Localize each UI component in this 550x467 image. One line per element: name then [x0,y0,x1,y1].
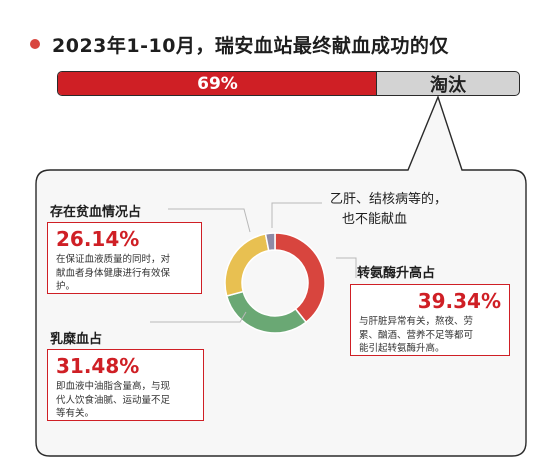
alt-desc-line: 累、酗酒、营养不足等都可 [359,329,474,341]
anemia-desc: 在保证血液质量的同时，对 献血者身体健康进行有效保 护。 [56,253,193,294]
anemia-desc-line: 献血者身体健康进行有效保 [56,267,171,279]
chyle-desc: 即血液中油脂含量高，与现 代人饮食油腻、运动量不足 等有关。 [56,380,195,421]
success-percentage-label: 69% [197,73,238,94]
chyle-desc-line: 代人饮食油腻、运动量不足 [56,394,171,406]
title-row: 2023年1-10月，瑞安血站最终献血成功的仅 [30,28,449,60]
success-progress-bar: 69% 淘汰 [57,71,520,96]
other-note-line: 乙肝、结核病等的， [330,192,448,207]
anemia-desc-line: 护。 [56,281,76,292]
leader-line-chyle [150,311,247,323]
bullet-dot-icon [30,39,40,49]
chyle-desc-line: 即血液中油脂含量高，与现 [56,381,171,392]
anemia-value: 26.14% [56,227,140,251]
leader-line-other [271,202,322,228]
success-progress-fill [58,72,377,95]
eliminated-label: 淘汰 [430,74,466,96]
alt-value: 39.34% [417,289,501,313]
other-note-line: 也不能献血 [342,212,408,227]
leader-lines [150,202,357,323]
page-title: 2023年1-10月，瑞安血站最终献血成功的仅 [52,34,449,57]
alt-desc: 与肝脏异常有关，熬夜、劳 累、酗酒、营养不足等都可 能引起转氨酶升高。 [359,315,501,356]
donut-chart [224,232,326,334]
anemia-card: 26.14% 在保证血液质量的同时，对 献血者身体健康进行有效保 护。 [47,222,202,294]
chyle-card: 31.48% 即血液中油脂含量高，与现 代人饮食油腻、运动量不足 等有关。 [47,349,204,421]
leader-line-alt [336,257,357,278]
other-note: 乙肝、结核病等的， 也不能献血 [330,190,447,230]
donut-slice [264,232,276,252]
alt-card: 39.34% 与肝脏异常有关，熬夜、劳 累、酗酒、营养不足等都可 能引起转氨酶升… [350,284,510,356]
alt-desc-line: 与肝脏异常有关，熬夜、劳 [359,316,474,327]
leader-line-anemia [168,208,251,233]
chyle-label: 乳糜血占 [50,332,103,347]
anemia-label: 存在贫血情况占 [50,205,142,220]
alt-desc-line: 能引起转氨酶升高。 [359,343,445,354]
chyle-desc-line: 等有关。 [56,408,95,419]
anemia-desc-line: 在保证血液质量的同时，对 [56,254,171,265]
chyle-value: 31.48% [56,354,140,378]
alt-label: 转氨酶升高占 [357,266,436,281]
